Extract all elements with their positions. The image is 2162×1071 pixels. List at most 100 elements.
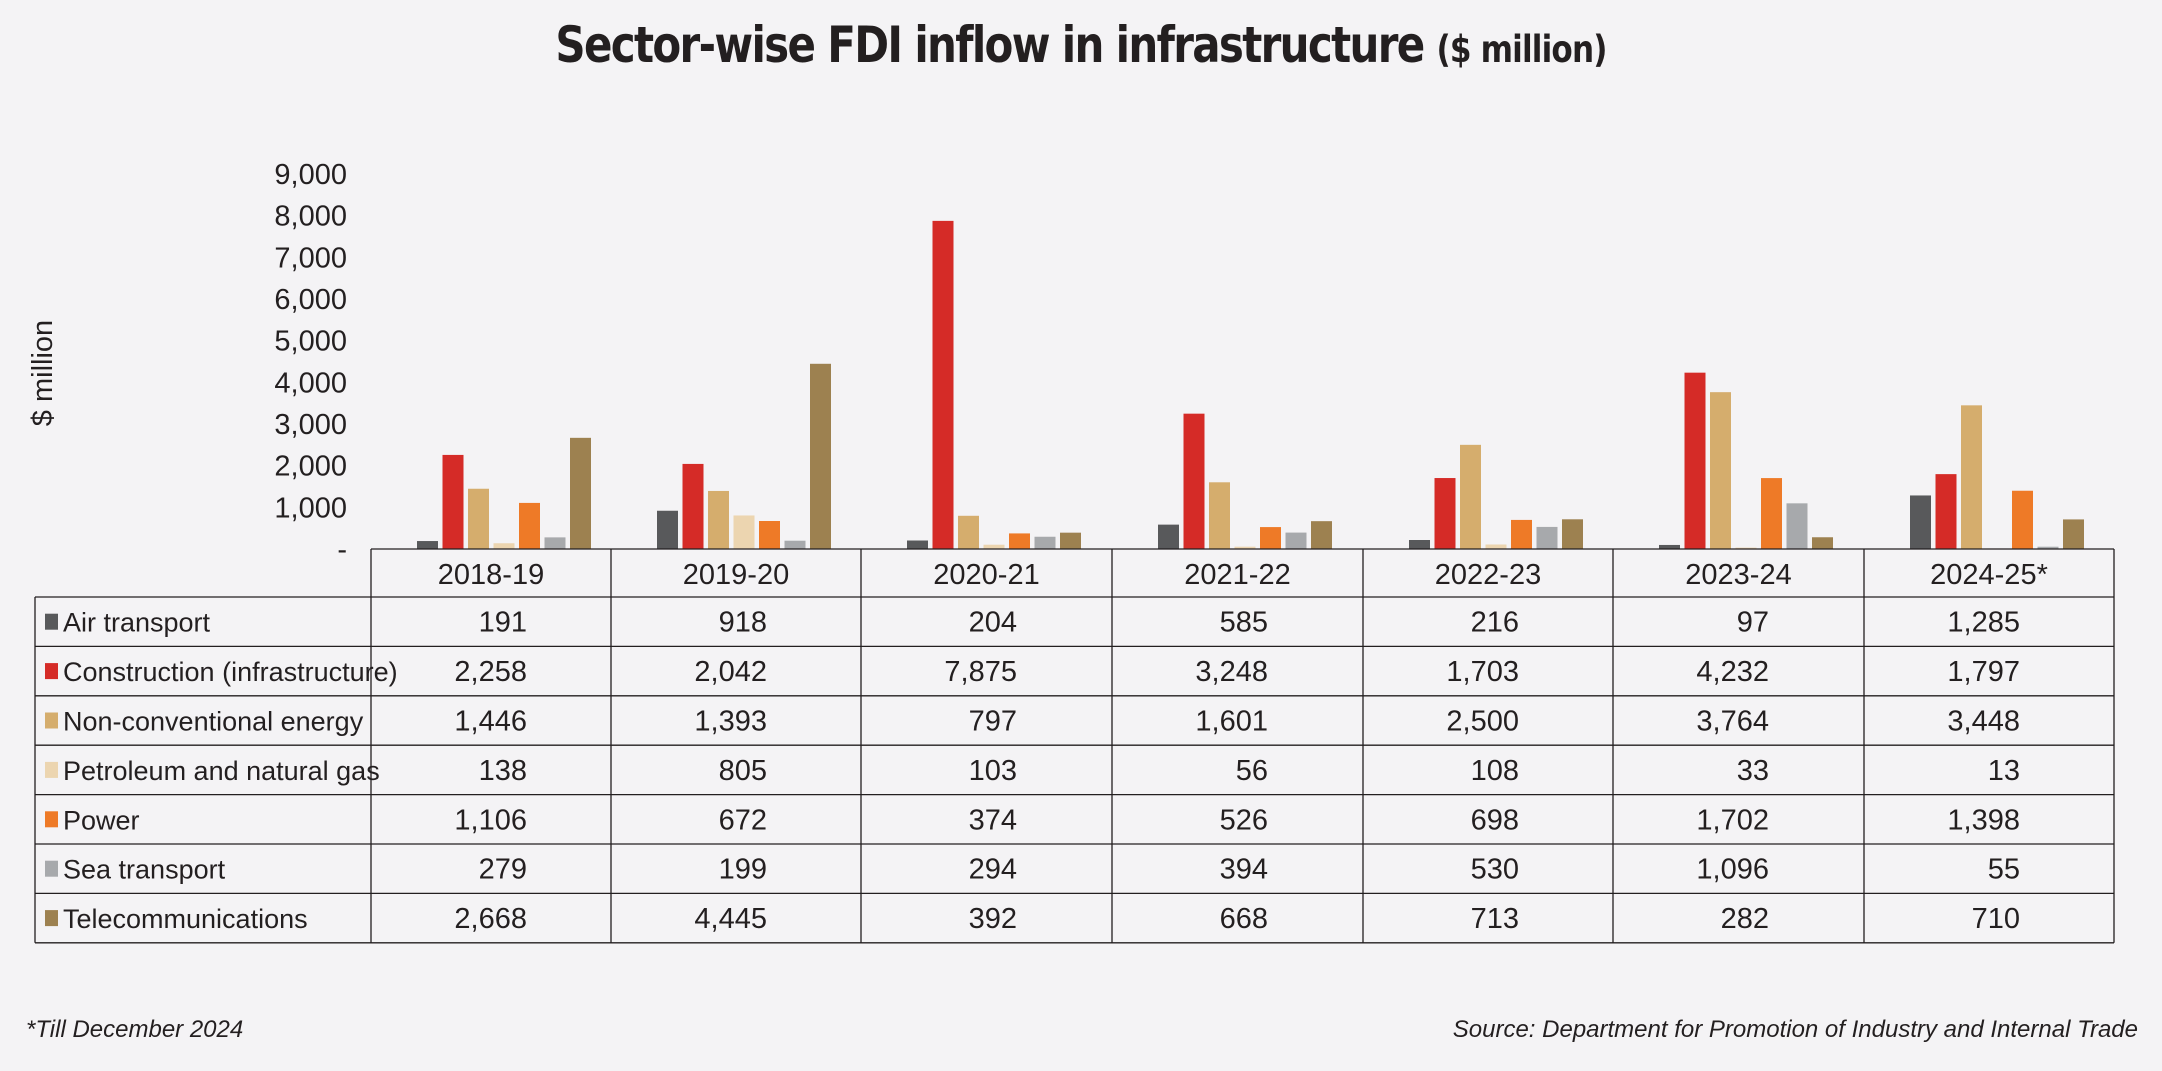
bar [1409,540,1430,549]
bar [1536,526,1558,549]
bar [2063,519,2084,549]
data-label: 698 [1471,804,1519,836]
y-tick-label: 4,000 [274,367,347,399]
bar [958,515,979,549]
bar [708,490,729,549]
data-label: 530 [1471,854,1519,886]
data-label: 4,445 [694,903,767,935]
legend-swatch [45,712,58,729]
data-label: 1,446 [454,706,527,738]
data-label: 282 [1721,903,1769,935]
bar [1710,392,1731,549]
data-label: 2,042 [694,656,767,688]
bar [682,463,704,549]
bar [932,220,954,549]
bar [733,515,755,549]
data-label: 55 [1988,854,2020,886]
data-label: 108 [1471,755,1519,787]
data-label: 374 [969,804,1017,836]
footnote: *Till December 2024 [26,1016,244,1043]
bar [1009,533,1030,549]
data-label: 199 [719,854,767,886]
bar [1735,547,1757,549]
data-label: 3,248 [1195,656,1268,688]
bar [1910,495,1931,549]
bar [983,544,1005,549]
data-label: 1,285 [1947,607,2020,639]
x-tick-label: 2023-24 [1685,559,1791,591]
data-label: 294 [969,854,1017,886]
y-tick-label: 6,000 [274,284,347,316]
data-label: 191 [479,607,527,639]
bar [1786,503,1808,549]
bar [1260,527,1281,549]
bar [1761,478,1782,549]
bar [810,363,831,549]
data-label: 33 [1737,755,1769,787]
legend-entry: Air transport [63,608,211,638]
bar [1183,413,1205,549]
data-label: 672 [719,804,767,836]
bar [657,510,678,549]
y-tick-label: 5,000 [274,326,347,358]
data-label: 713 [1471,903,1519,935]
bar [570,437,591,549]
data-label: 918 [719,607,767,639]
y-tick-label: - [337,534,347,566]
bar [468,488,489,549]
bar [1961,405,1982,549]
data-label: 1,703 [1446,656,1519,688]
bar [519,502,540,549]
bar [544,537,566,549]
bar [1234,546,1256,549]
data-label: 392 [969,903,1017,935]
legend-swatch [45,811,58,828]
data-label: 1,702 [1696,804,1769,836]
bar [1311,521,1332,549]
bar [907,540,928,549]
legend-entry: Power [63,805,140,835]
x-tick-label: 2020-21 [933,559,1039,591]
bar [1659,544,1680,549]
data-label: 138 [479,755,527,787]
data-label: 797 [969,706,1017,738]
data-label: 3,764 [1696,706,1769,738]
data-label: 3,448 [1947,706,2020,738]
bar [1285,532,1307,549]
chart-title: Sector-wise FDI inflow in infrastructure… [173,16,1989,74]
data-label: 394 [1220,854,1268,886]
legend-swatch [45,860,58,877]
data-label: 1,096 [1696,854,1769,886]
bar [1562,519,1583,549]
y-tick-label: 8,000 [274,201,347,233]
y-tick-label: 1,000 [274,492,347,524]
data-label: 7,875 [944,656,1017,688]
legend-entry: Construction (infrastructure) [63,657,398,687]
data-label: 2,500 [1446,706,1519,738]
data-label: 279 [479,854,527,886]
bar [1684,372,1706,549]
chart-title-main: Sector-wise FDI inflow in infrastructure [555,16,1425,74]
bar [1460,444,1481,549]
x-tick-label: 2021-22 [1184,559,1290,591]
bar [1511,519,1532,549]
data-label: 1,398 [1947,804,2020,836]
y-tick-label: 3,000 [274,409,347,441]
x-tick-label: 2024-25* [1930,559,2048,591]
bar [442,454,464,549]
data-label: 1,601 [1195,706,1268,738]
data-label: 4,232 [1696,656,1769,688]
data-label: 1,106 [454,804,527,836]
bar [784,540,806,549]
legend-swatch [45,910,58,927]
chart-area: $ million - 1,000 2,000 3,000 4,000 5,000 6,000… [27,159,2115,944]
data-label: 1,393 [694,706,767,738]
data-label: 56 [1236,755,1268,787]
legend-entry: Petroleum and natural gas [63,756,380,786]
data-label: 526 [1220,804,1268,836]
bar [2012,490,2033,549]
data-label: 13 [1988,755,2020,787]
source-note: Source: Department for Promotion of Indu… [1452,1016,2138,1043]
bar [759,521,780,549]
data-label: 97 [1737,607,1769,639]
